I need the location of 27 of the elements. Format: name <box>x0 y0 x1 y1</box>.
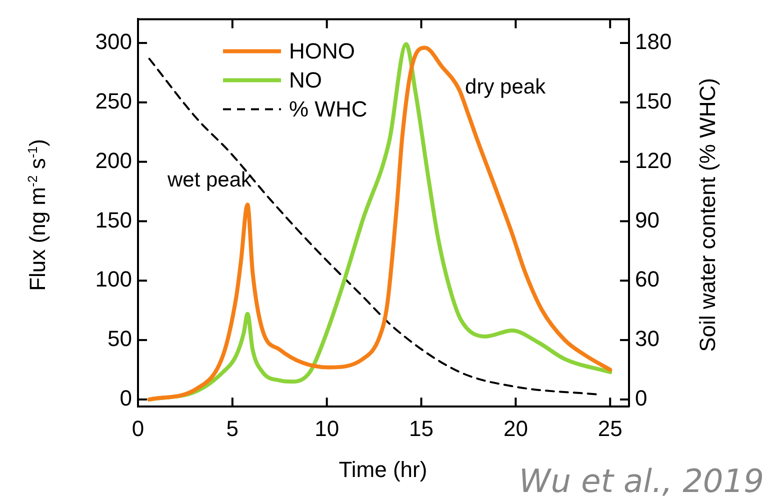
y2-axis-title: Soil water content (% WHC) <box>695 78 721 352</box>
y2-tick-label: 180 <box>635 29 672 54</box>
legend-label: % WHC <box>289 96 368 122</box>
x-tick-label: 5 <box>226 416 239 441</box>
y2-tick-label: 30 <box>635 326 660 352</box>
y-tick-label: 0 <box>120 386 132 411</box>
y2-tick-label: 60 <box>635 266 660 292</box>
y-tick-label: 200 <box>95 148 132 173</box>
y2-tick-label: 150 <box>635 88 672 114</box>
text: Wu et al., 2019 <box>519 462 764 500</box>
y-tick-label: 50 <box>108 326 132 352</box>
legend-label: HONO <box>289 38 355 64</box>
y2-tick-label: 120 <box>635 148 672 173</box>
y-tick-label: 300 <box>95 29 132 54</box>
y-tick-label: 250 <box>95 88 132 114</box>
annotation: wet peak <box>166 168 252 192</box>
y2-tick-label: 90 <box>635 207 660 232</box>
legend-label: NO <box>289 67 322 92</box>
annotation: dry peak <box>465 76 546 99</box>
x-tick-label: 20 <box>503 416 528 441</box>
x-tick-label: 15 <box>409 416 434 441</box>
x-tick-label: 25 <box>598 416 622 441</box>
y-tick-label: 100 <box>95 266 132 292</box>
x-tick-label: 10 <box>314 416 340 441</box>
y-tick-label: 150 <box>95 207 132 232</box>
x-axis-title: Time (hr) <box>338 457 428 483</box>
y2-tick-label: 0 <box>635 386 648 411</box>
